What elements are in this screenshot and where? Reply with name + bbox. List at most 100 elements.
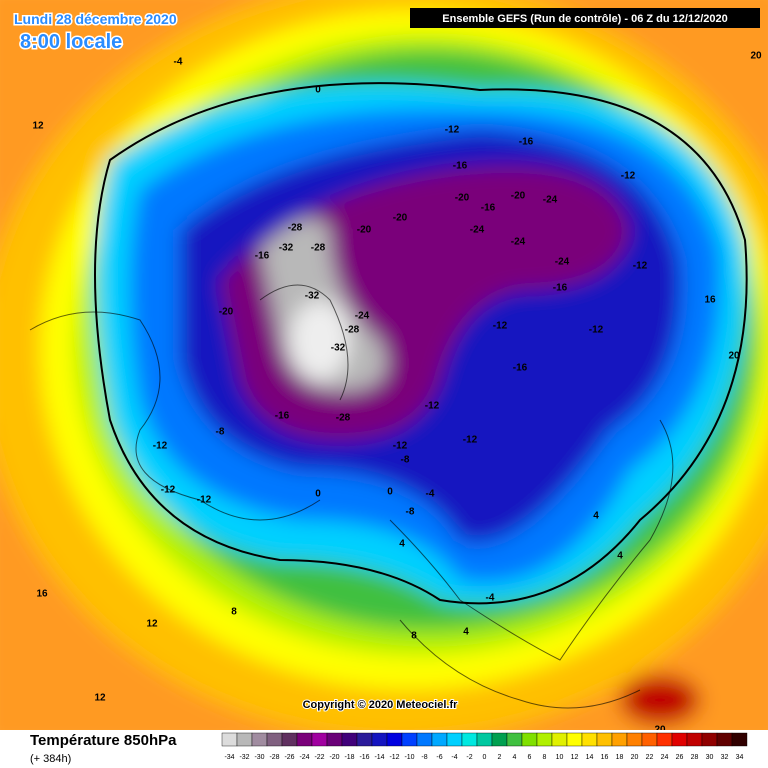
contour-label: -12 bbox=[393, 441, 408, 452]
map-field bbox=[0, 0, 768, 750]
legend-label: 34 bbox=[736, 754, 744, 761]
legend-label: 14 bbox=[586, 754, 594, 761]
legend-label: -12 bbox=[389, 754, 399, 761]
contour-label: -8 bbox=[216, 427, 225, 438]
contour-label: -16 bbox=[453, 161, 468, 172]
legend-swatch bbox=[251, 732, 268, 747]
legend-swatch bbox=[371, 732, 388, 747]
map-time: 8:00 locale bbox=[20, 31, 122, 53]
contour-label: -20 bbox=[455, 193, 470, 204]
contour-label: -16 bbox=[513, 363, 528, 374]
legend-swatch bbox=[356, 732, 373, 747]
legend-label: 20 bbox=[631, 754, 639, 761]
legend-label: -16 bbox=[359, 754, 369, 761]
legend-swatch bbox=[686, 732, 703, 747]
contour-label: 12 bbox=[146, 619, 158, 630]
legend-label: -8 bbox=[421, 754, 427, 761]
legend-swatch bbox=[401, 732, 418, 747]
legend-label: 8 bbox=[543, 754, 547, 761]
legend-swatch bbox=[491, 732, 508, 747]
legend-swatch bbox=[311, 732, 328, 747]
contour-label: -12 bbox=[493, 321, 508, 332]
contour-label: -28 bbox=[288, 223, 303, 234]
legend-label: -24 bbox=[299, 754, 309, 761]
legend-label: -4 bbox=[451, 754, 457, 761]
contour-labels: -28-32 -28-16-32-32-28-20 -24-28-20-20-16-… bbox=[32, 51, 762, 746]
zero-isotherm bbox=[94, 82, 748, 605]
contour-label: -28 bbox=[345, 325, 360, 336]
contour-label: -28 bbox=[311, 243, 326, 254]
legend-swatch bbox=[566, 732, 583, 747]
legend-swatch bbox=[701, 732, 718, 747]
contour-label: 4 bbox=[593, 511, 599, 522]
contour-label: 20 bbox=[728, 351, 740, 362]
contour-label: -12 bbox=[197, 495, 212, 506]
legend-label: 26 bbox=[676, 754, 684, 761]
lead-time: (+ 384h) bbox=[30, 753, 71, 765]
contour-label: -32 bbox=[279, 243, 294, 254]
contour-label: -12 bbox=[621, 171, 636, 182]
legend-label: -32 bbox=[239, 754, 249, 761]
contour-label: -20 bbox=[393, 213, 408, 224]
legend-label: 16 bbox=[601, 754, 609, 761]
legend-label: 28 bbox=[691, 754, 699, 761]
run-box bbox=[410, 8, 760, 28]
legend-swatch bbox=[296, 732, 313, 747]
contour-label: -4 bbox=[174, 57, 183, 68]
legend-label: -26 bbox=[284, 754, 294, 761]
contour-label: 12 bbox=[32, 121, 44, 132]
legend-swatch bbox=[596, 732, 613, 747]
legend-label: -30 bbox=[254, 754, 264, 761]
contour-label: -32 bbox=[305, 291, 320, 302]
legend-swatch bbox=[656, 732, 673, 747]
legend-label: -6 bbox=[436, 754, 442, 761]
legend-label: 10 bbox=[556, 754, 564, 761]
contour-label: -12 bbox=[633, 261, 648, 272]
contour-label: -24 bbox=[355, 311, 370, 322]
contour-label: -12 bbox=[445, 125, 460, 136]
legend-swatch bbox=[461, 732, 478, 747]
legend-swatch bbox=[521, 732, 538, 747]
contour-label: -20 bbox=[511, 191, 526, 202]
legend-label: 32 bbox=[721, 754, 729, 761]
legend-label: 30 bbox=[706, 754, 714, 761]
contour-label: -16 bbox=[519, 137, 534, 148]
contour-label: -4 bbox=[426, 489, 435, 500]
contour-label: 12 bbox=[94, 693, 106, 704]
contour-label: 0 bbox=[315, 85, 321, 96]
legend-swatch bbox=[611, 732, 628, 747]
contour-label: -16 bbox=[255, 251, 270, 262]
legend-label: -2 bbox=[466, 754, 472, 761]
legend-swatch bbox=[221, 732, 238, 747]
contour-label: -12 bbox=[463, 435, 478, 446]
legend-label: 18 bbox=[616, 754, 624, 761]
contour-label: 8 bbox=[231, 607, 237, 618]
variable-name: Température 850hPa bbox=[30, 732, 177, 749]
legend-swatch bbox=[671, 732, 688, 747]
contour-label: -8 bbox=[406, 507, 415, 518]
legend-swatch bbox=[416, 732, 433, 747]
contour-label: -12 bbox=[589, 325, 604, 336]
run-info: Ensemble GEFS (Run de contrôle) - 06 Z d… bbox=[442, 13, 727, 25]
legend-label: 0 bbox=[483, 754, 487, 761]
contour-label: 4 bbox=[463, 627, 469, 638]
contour-label: 0 bbox=[315, 489, 321, 500]
legend-swatch bbox=[266, 732, 283, 747]
contour-label: -8 bbox=[401, 455, 410, 466]
contour-label: -12 bbox=[161, 485, 176, 496]
contour-label: -28 bbox=[336, 413, 351, 424]
legend-label: 12 bbox=[571, 754, 579, 761]
legend-swatch bbox=[551, 732, 568, 747]
legend-label: 4 bbox=[513, 754, 517, 761]
copyright: Copyright © 2020 Meteociel.fr bbox=[303, 699, 459, 711]
contour-label: -20 bbox=[357, 225, 372, 236]
contour-label: -24 bbox=[555, 257, 570, 268]
legend-label: -22 bbox=[314, 754, 324, 761]
legend-swatch bbox=[341, 732, 358, 747]
legend-swatch bbox=[506, 732, 523, 747]
contour-label: 16 bbox=[704, 295, 716, 306]
contour-label: 0 bbox=[387, 487, 393, 498]
legend-swatch bbox=[581, 732, 598, 747]
legend-swatch bbox=[386, 732, 403, 747]
